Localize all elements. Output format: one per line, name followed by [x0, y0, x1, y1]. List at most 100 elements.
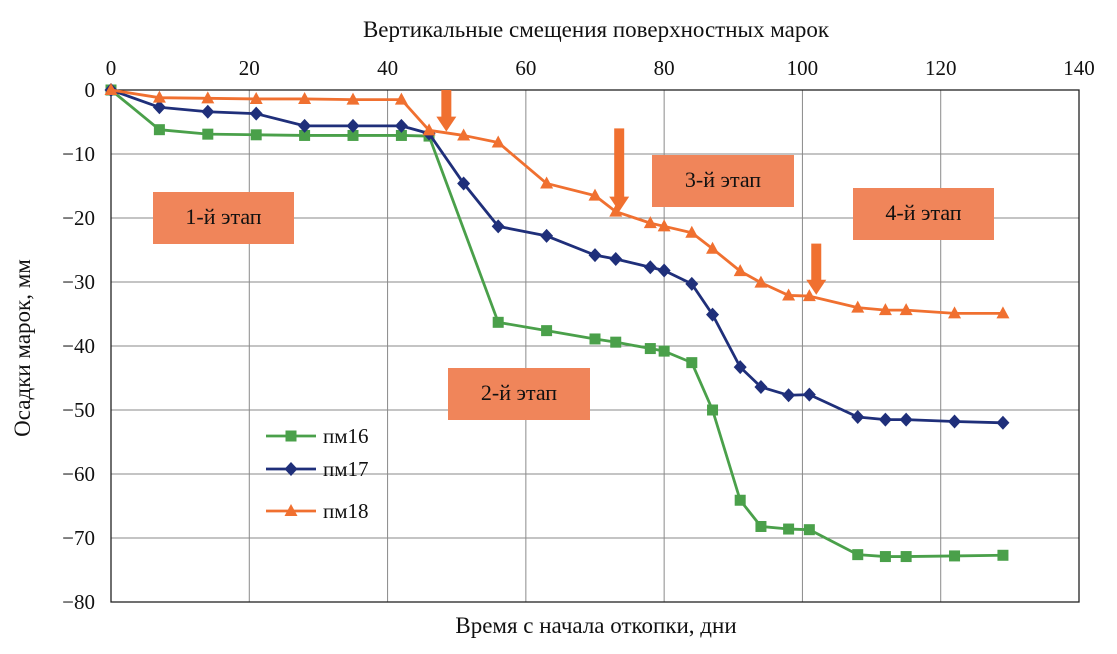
- series-pm16: [105, 84, 1009, 563]
- x-tick-label: 80: [654, 56, 675, 80]
- data-point: [395, 129, 407, 141]
- y-axis-title: Осадки марок, мм: [10, 259, 35, 437]
- data-point: [707, 404, 719, 416]
- data-point: [658, 345, 670, 357]
- data-point: [609, 204, 623, 217]
- x-axis-title: Время с начала откопки, дни: [455, 613, 736, 638]
- data-point: [734, 494, 746, 506]
- data-point: [802, 289, 816, 302]
- legend-marker: [285, 430, 297, 442]
- x-tick-label: 60: [515, 56, 536, 80]
- data-point: [643, 216, 657, 229]
- arrow-shaft: [811, 243, 822, 281]
- y-tick-labels: 0 −10 −20 −30 −40 −50 −60 −70 −80: [62, 78, 95, 614]
- series-line: [110, 88, 1003, 558]
- arrow-head: [436, 116, 457, 132]
- data-point: [783, 523, 795, 535]
- data-point: [657, 263, 671, 278]
- stage-1-text: 1-й этап: [185, 204, 261, 229]
- legend: пм16 пм17 пм18: [266, 424, 369, 523]
- data-point: [685, 276, 699, 291]
- arrow-head: [609, 196, 630, 212]
- data-point: [250, 129, 262, 141]
- data-point: [249, 91, 263, 104]
- data-point: [347, 129, 359, 141]
- data-point: [900, 551, 912, 563]
- data-point: [299, 129, 311, 141]
- data-point: [394, 92, 408, 105]
- x-tick-label: 0: [106, 56, 117, 80]
- stage-arrow: [806, 243, 827, 295]
- data-point: [851, 300, 865, 313]
- data-point: [298, 91, 312, 104]
- y-tick-label: −30: [62, 270, 95, 294]
- data-point: [782, 388, 796, 403]
- data-point: [201, 91, 215, 104]
- y-tick-label: −20: [62, 206, 95, 230]
- data-point: [589, 333, 601, 345]
- stage-arrow: [609, 128, 630, 212]
- data-point: [949, 550, 961, 562]
- data-point: [643, 260, 657, 275]
- arrow-shaft: [441, 90, 452, 118]
- plot-frame: [110, 89, 1080, 603]
- arrow-head: [806, 279, 827, 295]
- data-point: [609, 251, 623, 266]
- y-tick-label: −40: [62, 334, 95, 358]
- series-pm18: [104, 83, 1010, 319]
- x-tick-label: 20: [239, 56, 260, 80]
- data-point: [899, 412, 913, 427]
- data-point: [202, 128, 214, 140]
- x-tick-label: 120: [925, 56, 957, 80]
- data-point: [803, 524, 815, 536]
- data-point: [346, 92, 360, 105]
- data-point: [879, 551, 891, 563]
- stage-1-label: 1-й этап: [153, 192, 294, 244]
- stage-arrows: [436, 90, 827, 295]
- data-point: [491, 135, 505, 148]
- data-point: [249, 106, 263, 121]
- stage-2-text: 2-й этап: [481, 380, 557, 405]
- data-point: [394, 118, 408, 133]
- arrow-shaft: [614, 128, 625, 198]
- x-tick-label: 140: [1063, 56, 1095, 80]
- data-point: [706, 241, 720, 254]
- y-tick-label: −80: [62, 590, 95, 614]
- y-tick-label: −60: [62, 462, 95, 486]
- stage-4-text: 4-й этап: [885, 200, 961, 225]
- data-point: [644, 343, 656, 355]
- data-point: [588, 248, 602, 263]
- stage-3-box: [652, 155, 794, 207]
- data-point: [298, 118, 312, 133]
- data-point: [346, 118, 360, 133]
- legend-label-pm18: пм18: [323, 499, 369, 523]
- data-point: [997, 549, 1009, 561]
- data-point: [153, 124, 165, 136]
- data-point: [755, 520, 767, 532]
- data-point: [104, 83, 118, 95]
- data-point: [948, 414, 962, 429]
- legend-swatch-pm16: [266, 430, 316, 442]
- data-point: [492, 316, 504, 328]
- data-point: [878, 412, 892, 427]
- y-tick-label: 0: [85, 78, 96, 102]
- data-point: [540, 228, 554, 243]
- data-point: [201, 104, 215, 119]
- data-point: [782, 288, 796, 301]
- legend-item-pm17: пм17: [266, 457, 369, 481]
- series-line: [110, 88, 1003, 425]
- stage-3-label: 3-й этап: [652, 155, 794, 207]
- data-point: [540, 176, 554, 189]
- y-tick-label: −70: [62, 526, 95, 550]
- series-line: [110, 88, 1003, 315]
- data-point: [996, 306, 1010, 319]
- grid: [110, 89, 1080, 603]
- legend-marker: [284, 504, 298, 516]
- legend-item-pm16: пм16: [266, 424, 369, 448]
- stage-2-label: 2-й этап: [448, 368, 590, 420]
- data-point: [152, 90, 166, 103]
- data-point: [541, 325, 553, 337]
- data-point: [802, 387, 816, 402]
